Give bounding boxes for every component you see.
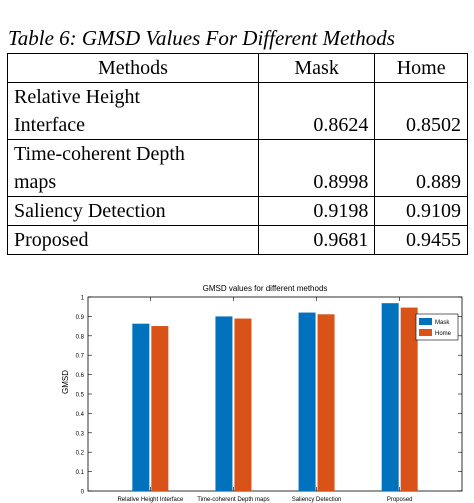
- x-axis-tick-labels: Relative Height Interface Time-coherent D…: [117, 297, 413, 503]
- y-tick-label: 0.1: [76, 470, 85, 476]
- x-tick-label: Relative Height Interface: [117, 497, 183, 503]
- table-row: Proposed 0.9681 0.9455: [7, 225, 468, 255]
- home-value: 0.9109: [374, 196, 468, 226]
- bar-mask: [215, 316, 233, 491]
- x-tick-label: Time-coherent Depth maps: [197, 497, 269, 503]
- home-value: 0.9455: [374, 225, 468, 255]
- legend-swatch-mask: [419, 318, 432, 325]
- y-tick-label: 0.3: [76, 431, 85, 437]
- bar-home: [234, 318, 252, 491]
- y-axis-ticks: 0 0.1 0.2 0.3 0.4 0.5 0.6 0.7 0.8 0.9 1: [76, 296, 462, 496]
- y-tick-label: 0.2: [76, 451, 85, 457]
- mask-value: 0.8624: [257, 82, 376, 140]
- method-line: Relative Height: [14, 86, 141, 108]
- x-tick-label: Proposed: [387, 497, 413, 503]
- header-home: Home: [374, 53, 468, 83]
- legend-label: Mask: [435, 320, 450, 326]
- legend: Mask Home: [415, 313, 459, 341]
- plot-area: [87, 296, 463, 492]
- y-tick-label: 0: [81, 490, 85, 496]
- chart-title: GMSD values for different methods: [203, 284, 328, 293]
- y-axis-label: GMSD: [61, 370, 70, 394]
- y-tick-label: 0.8: [76, 334, 85, 340]
- x-tick-label: Saliency Detection: [292, 497, 342, 503]
- y-tick-label: 0.6: [76, 373, 85, 379]
- bar-mask: [298, 312, 316, 491]
- y-tick-label: 0.9: [76, 315, 85, 321]
- table-row: Relative Height Interface 0.8624 0.8502: [7, 82, 468, 140]
- y-tick-label: 0.5: [76, 393, 85, 399]
- method-line: maps: [14, 171, 57, 193]
- table-row: Time-coherent Depth maps 0.8998 0.889: [7, 139, 468, 197]
- home-value: 0.889: [374, 139, 468, 197]
- method-line: Interface: [14, 114, 86, 136]
- mask-value: 0.9198: [257, 196, 376, 226]
- y-tick-label: 0.7: [76, 354, 85, 360]
- legend-swatch-home: [419, 329, 432, 336]
- method-line: Time-coherent Depth: [14, 143, 185, 165]
- method-cell: Saliency Detection: [7, 196, 259, 226]
- table-row: Saliency Detection 0.9198 0.9109: [7, 196, 468, 226]
- y-tick-label: 1: [81, 296, 85, 302]
- bar-home: [400, 307, 418, 491]
- bar-mask: [132, 323, 150, 491]
- header-methods: Methods: [7, 53, 259, 83]
- bar-mask: [381, 303, 399, 491]
- home-value: 0.8502: [374, 82, 468, 140]
- legend-label: Home: [435, 331, 452, 337]
- gmsd-table: Methods Mask Home Relative Height Interfa…: [7, 53, 468, 255]
- bar-home: [151, 326, 169, 491]
- y-tick-label: 0.4: [76, 412, 85, 418]
- method-cell: Relative Height Interface: [7, 82, 259, 140]
- mask-value: 0.9681: [257, 225, 376, 255]
- gmsd-bar-chart: GMSD values for different methods GMSD 0…: [61, 284, 463, 503]
- bars: [132, 303, 418, 491]
- table-caption: Table 6: GMSD Values For Different Metho…: [8, 26, 395, 50]
- method-cell: Time-coherent Depth maps: [7, 139, 259, 197]
- method-cell: Proposed: [7, 225, 259, 255]
- table-header-row: Methods Mask Home: [7, 53, 468, 83]
- mask-value: 0.8998: [257, 139, 376, 197]
- header-mask: Mask: [257, 53, 376, 83]
- bar-home: [317, 314, 335, 491]
